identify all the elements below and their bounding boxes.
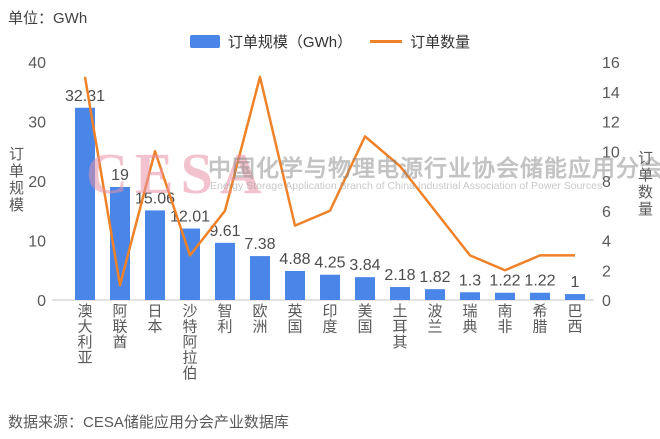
bar xyxy=(285,270,305,300)
bar-value-label: 1.22 xyxy=(489,273,520,290)
category-label: 印度 xyxy=(322,303,337,336)
category-label: 波兰 xyxy=(427,303,442,336)
category-label: 希腊 xyxy=(532,303,547,336)
category-label: 瑞典 xyxy=(462,303,477,336)
legend-item-line-series: 订单数量 xyxy=(370,31,470,52)
right-axis-tick-label: 8 xyxy=(602,174,611,191)
bar-value-label: 9.61 xyxy=(209,223,240,240)
category-label: 日本 xyxy=(147,303,162,336)
bar xyxy=(355,277,375,300)
left-axis-title: 订单规模 xyxy=(7,146,24,214)
right-axis-tick-label: 10 xyxy=(602,144,620,161)
bar xyxy=(75,107,95,301)
bar-value-label: 1.3 xyxy=(459,272,481,289)
bar xyxy=(180,228,200,300)
category-label: 阿联酋 xyxy=(112,303,127,351)
chart-legend: 订单规模（GWh） 订单数量 xyxy=(0,31,660,52)
bar-value-label: 12.01 xyxy=(170,209,210,226)
right-axis-tick-label: 2 xyxy=(602,263,611,280)
category-label: 土耳其 xyxy=(392,303,407,351)
bar xyxy=(495,292,515,300)
category-label: 英国 xyxy=(287,302,302,336)
category-label: 欧洲 xyxy=(252,303,267,336)
bar-value-label: 3.84 xyxy=(349,257,380,274)
bar xyxy=(110,186,130,300)
bar xyxy=(145,210,165,300)
right-axis-tick-label: 12 xyxy=(602,115,620,132)
bar-value-label: 32.31 xyxy=(65,88,105,105)
line-series-swatch-icon xyxy=(370,40,403,43)
right-axis-title: 订单数量 xyxy=(636,150,653,218)
bar-series-swatch-icon xyxy=(189,35,220,48)
right-axis-tick-label: 14 xyxy=(602,85,620,102)
bar-value-label: 2.18 xyxy=(384,267,415,284)
left-axis-tick-label: 10 xyxy=(28,234,46,251)
left-axis-tick-label: 30 xyxy=(28,115,46,132)
unit-label: 单位：GWh xyxy=(8,10,88,27)
bar-value-label: 1.22 xyxy=(524,273,555,290)
category-label: 美国 xyxy=(357,303,372,336)
left-axis-tick-label: 40 xyxy=(28,55,46,72)
bar xyxy=(460,292,480,300)
right-axis-tick-label: 6 xyxy=(602,204,611,221)
bar-value-label: 4.25 xyxy=(314,255,345,272)
category-label: 南非 xyxy=(497,303,512,336)
left-axis-tick-label: 0 xyxy=(37,293,46,310)
bar-value-label: 19 xyxy=(111,167,129,184)
category-label: 巴西 xyxy=(567,303,582,336)
bar xyxy=(215,242,235,300)
bar xyxy=(390,287,410,300)
bar-value-label: 1.82 xyxy=(419,269,450,286)
bar xyxy=(530,292,550,300)
bar xyxy=(250,256,270,300)
category-label: 沙特阿拉伯 xyxy=(182,303,197,382)
data-source: 数据来源：CESA储能应用分会产业数据库 xyxy=(8,414,289,431)
left-axis-tick-label: 20 xyxy=(28,174,46,191)
orders-line xyxy=(83,75,575,287)
bar-value-label: 7.38 xyxy=(244,236,275,253)
legend-bar-label: 订单规模（GWh） xyxy=(227,34,353,51)
legend-line-label: 订单数量 xyxy=(410,34,471,51)
category-label: 智利 xyxy=(217,302,232,336)
bar-value-label: 1 xyxy=(571,274,580,291)
bar-value-label: 15.06 xyxy=(135,190,175,207)
bar xyxy=(425,289,445,300)
right-axis-tick-label: 16 xyxy=(602,55,620,72)
right-axis-tick-label: 0 xyxy=(602,293,611,310)
bar-value-label: 4.88 xyxy=(279,251,310,268)
legend-item-bar-series: 订单规模（GWh） xyxy=(189,31,353,52)
category-label: 澳大利亚 xyxy=(77,303,92,367)
bar xyxy=(565,294,585,300)
right-axis-tick-label: 4 xyxy=(602,234,611,251)
bar xyxy=(320,274,340,300)
